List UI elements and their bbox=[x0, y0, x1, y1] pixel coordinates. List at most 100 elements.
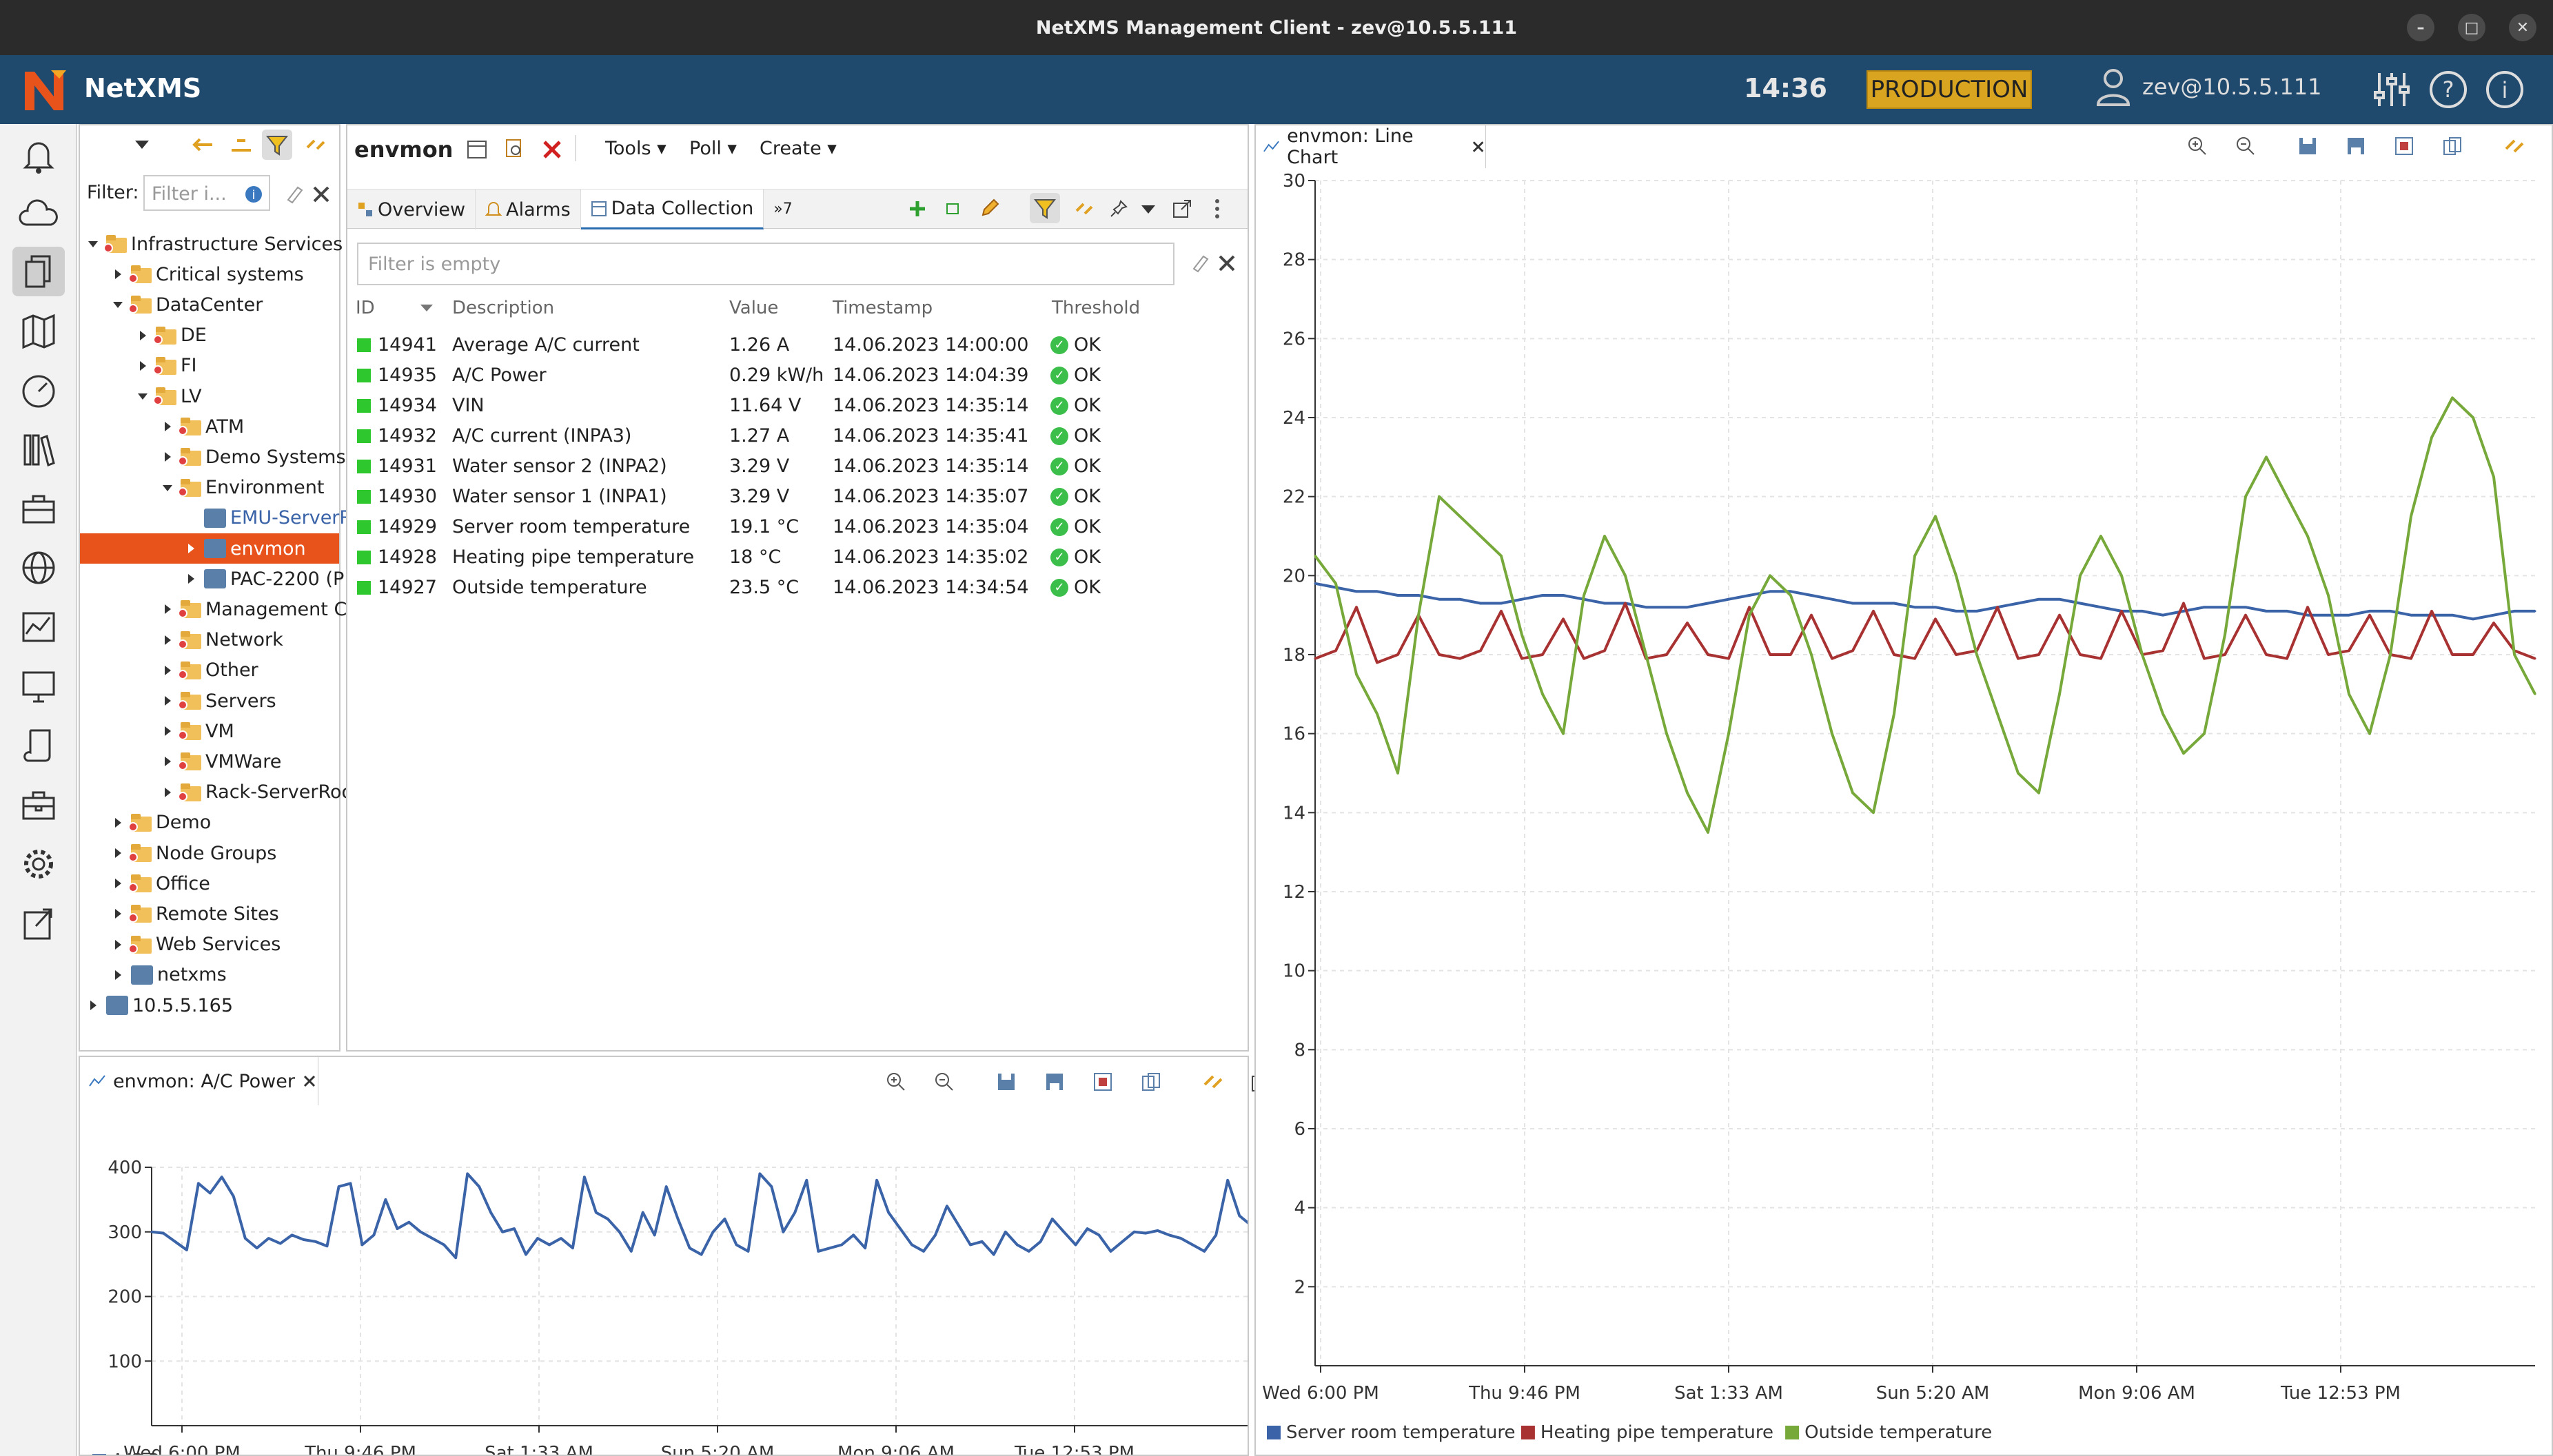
chevron-right-icon[interactable] bbox=[161, 664, 174, 677]
close-filter-icon[interactable] bbox=[312, 185, 331, 204]
tree-item[interactable]: Rack-ServerRoo bbox=[161, 777, 353, 808]
chevron-down-icon[interactable] bbox=[161, 482, 174, 494]
tree-item[interactable]: envmon bbox=[80, 533, 339, 564]
tree-item[interactable]: DE bbox=[136, 320, 207, 351]
tab-line-chart[interactable]: envmon: Line Chart bbox=[1256, 125, 1486, 168]
tree-item[interactable]: netxms bbox=[112, 960, 227, 990]
col-threshold[interactable]: Threshold bbox=[1052, 298, 1141, 318]
find-icon[interactable] bbox=[503, 138, 525, 160]
col-value[interactable]: Value bbox=[729, 298, 779, 318]
tree-item[interactable]: DataCenter bbox=[112, 289, 263, 320]
table-row[interactable]: 14941 Average A/C current 1.26 A 14.06.2023… bbox=[354, 329, 1243, 360]
monitor-icon[interactable] bbox=[12, 662, 65, 711]
chevron-right-icon[interactable] bbox=[136, 329, 149, 342]
tree-item[interactable]: Servers bbox=[161, 686, 276, 716]
tab-ac-power-chart[interactable]: envmon: A/C Power bbox=[80, 1057, 318, 1105]
documents-icon[interactable] bbox=[12, 247, 65, 296]
close-filter-icon[interactable] bbox=[1217, 254, 1237, 273]
create-menu[interactable]: Create ▾ bbox=[760, 138, 837, 159]
bell-icon[interactable] bbox=[12, 131, 65, 181]
minimize-button[interactable]: – bbox=[2407, 14, 2434, 41]
tree-item[interactable]: Demo bbox=[112, 808, 211, 838]
user-menu[interactable]: zev@10.5.5.111 bbox=[2095, 68, 2321, 106]
save-as-icon[interactable] bbox=[1044, 1071, 1066, 1093]
tree-item[interactable]: Other bbox=[161, 655, 258, 686]
link-icon[interactable] bbox=[1202, 1071, 1224, 1093]
chevron-right-icon[interactable] bbox=[136, 360, 149, 372]
poll-menu[interactable]: Poll ▾ bbox=[689, 138, 737, 159]
clear-filter-icon[interactable] bbox=[1190, 252, 1210, 273]
info-icon[interactable]: i bbox=[2484, 69, 2525, 110]
zoom-in-icon[interactable] bbox=[2186, 135, 2208, 157]
more-menu-icon[interactable] bbox=[1213, 197, 1221, 221]
tree-item[interactable]: Office bbox=[112, 868, 210, 899]
copy-icon[interactable] bbox=[2441, 135, 2463, 157]
dc-filter-toggle[interactable] bbox=[1030, 193, 1060, 223]
zoom-out-icon[interactable] bbox=[933, 1071, 955, 1093]
tree-item[interactable]: VM bbox=[161, 716, 234, 746]
back-arrow-icon[interactable] bbox=[190, 135, 215, 154]
edit-pencil-icon[interactable] bbox=[979, 197, 1001, 219]
delete-icon[interactable] bbox=[542, 139, 562, 160]
map-icon[interactable] bbox=[12, 306, 65, 356]
table-row[interactable]: 14927 Outside temperature 23.5 °C 14.06.202… bbox=[354, 572, 1243, 602]
close-window-button[interactable]: ✕ bbox=[2509, 14, 2536, 41]
chevron-right-icon[interactable] bbox=[161, 603, 174, 615]
tree-item[interactable]: PAC-2200 (P bbox=[185, 564, 344, 594]
tree-item[interactable]: Infrastructure Services bbox=[87, 229, 343, 259]
zoom-out-icon[interactable] bbox=[2235, 135, 2257, 157]
view-menu-icon[interactable] bbox=[1140, 203, 1157, 216]
tabs-overflow[interactable]: »7 bbox=[773, 200, 793, 218]
clear-filter-icon[interactable] bbox=[284, 183, 305, 204]
help-icon[interactable]: ? bbox=[2428, 69, 2469, 110]
chevron-right-icon[interactable] bbox=[112, 847, 124, 859]
copy-icon[interactable] bbox=[1140, 1071, 1162, 1093]
chevron-right-icon[interactable] bbox=[161, 755, 174, 768]
tree-item[interactable]: ATM bbox=[161, 411, 244, 442]
table-row[interactable]: 14935 A/C Power 0.29 kW/h 14.06.2023 14:04:… bbox=[354, 360, 1243, 390]
view-menu-icon[interactable] bbox=[132, 138, 152, 152]
add-icon[interactable] bbox=[907, 198, 928, 219]
table-row[interactable]: 14929 Server room temperature 19.1 °C 14.06… bbox=[354, 511, 1243, 542]
chevron-right-icon[interactable] bbox=[161, 451, 174, 463]
tree-item[interactable]: VMWare bbox=[161, 746, 281, 777]
close-tab-icon[interactable] bbox=[302, 1074, 317, 1089]
chevron-right-icon[interactable] bbox=[112, 939, 124, 951]
table-row[interactable]: 14934 VIN 11.64 V 14.06.2023 14:35:14 ✓ OK bbox=[354, 390, 1243, 420]
chevron-right-icon[interactable] bbox=[185, 542, 197, 555]
chevron-right-icon[interactable] bbox=[161, 695, 174, 707]
chevron-down-icon[interactable] bbox=[87, 238, 99, 250]
save-icon[interactable] bbox=[2297, 135, 2319, 157]
pin-icon[interactable] bbox=[1108, 198, 1129, 219]
cloud-icon[interactable] bbox=[12, 190, 65, 240]
chevron-right-icon[interactable] bbox=[161, 786, 174, 799]
toolbox-icon[interactable] bbox=[12, 484, 65, 533]
col-timestamp[interactable]: Timestamp bbox=[833, 298, 933, 318]
tree-item[interactable]: Demo Systems bbox=[161, 442, 346, 472]
tree-item[interactable]: 10.5.5.165 bbox=[87, 990, 233, 1021]
save-as-icon[interactable] bbox=[2345, 135, 2367, 157]
chevron-right-icon[interactable] bbox=[161, 725, 174, 737]
dashboard-icon[interactable] bbox=[12, 365, 65, 415]
col-id[interactable]: ID bbox=[356, 298, 375, 318]
tree-filter-input[interactable]: Filter i... i bbox=[143, 175, 270, 211]
image-export-icon[interactable] bbox=[2393, 135, 2415, 157]
chevron-right-icon[interactable] bbox=[112, 877, 124, 890]
preferences-sliders-icon[interactable] bbox=[2371, 69, 2412, 110]
gear-icon[interactable] bbox=[12, 839, 65, 889]
tree-item[interactable]: Node Groups bbox=[112, 838, 276, 868]
details-icon[interactable] bbox=[466, 139, 488, 160]
tree-item[interactable]: Management C bbox=[161, 594, 347, 624]
chevron-right-icon[interactable] bbox=[185, 573, 197, 585]
tree-item[interactable]: FI bbox=[136, 351, 197, 381]
table-row[interactable]: 14928 Heating pipe temperature 18 °C 14.06.… bbox=[354, 542, 1243, 572]
chevron-right-icon[interactable] bbox=[112, 908, 124, 920]
globe-icon[interactable] bbox=[12, 543, 65, 593]
save-icon[interactable] bbox=[995, 1071, 1017, 1093]
popout-icon[interactable] bbox=[1172, 198, 1192, 219]
graph-icon[interactable] bbox=[12, 602, 65, 652]
table-row[interactable]: 14931 Water sensor 2 (INPA2) 3.29 V 14.06.2… bbox=[354, 451, 1243, 481]
tree-item[interactable]: Network bbox=[161, 625, 283, 655]
tab-alarms[interactable]: Alarms bbox=[476, 189, 581, 229]
tab-overview[interactable]: Overview bbox=[347, 189, 476, 229]
